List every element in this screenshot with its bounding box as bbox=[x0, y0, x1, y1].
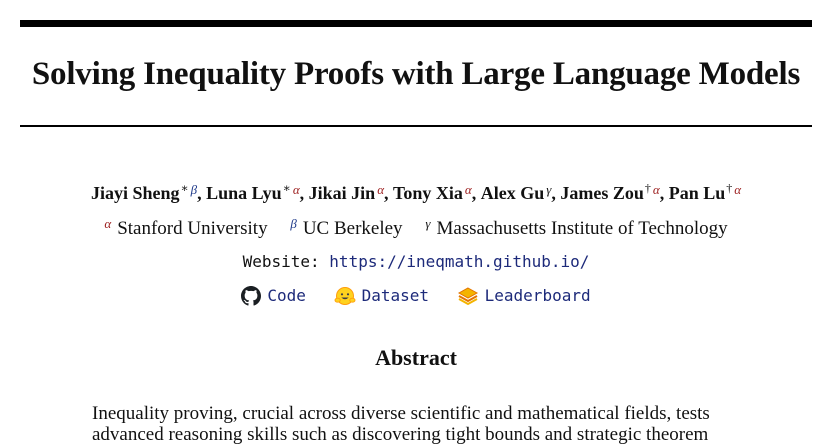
affiliation-mark-alpha: α bbox=[292, 182, 300, 197]
code-link[interactable]: Code bbox=[241, 285, 306, 306]
abstract-heading: Abstract bbox=[375, 345, 457, 370]
affiliation-mark-alpha: α bbox=[464, 182, 472, 197]
website-link[interactable]: https://ineqmath.github.io/ bbox=[329, 252, 590, 271]
author-name: Pan Lu bbox=[668, 183, 726, 203]
author-name: Luna Lyu bbox=[206, 183, 282, 203]
leaderboard-link-label: Leaderboard bbox=[484, 286, 591, 305]
author-name: Jiayi Sheng bbox=[90, 183, 180, 203]
resource-links: Code Dataset Leaderboard bbox=[0, 285, 832, 306]
corresponding-mark: † bbox=[644, 181, 651, 195]
affiliation-mark-beta: β bbox=[190, 182, 198, 197]
affiliation-mark-gamma: γ bbox=[546, 182, 552, 197]
affiliation-name: Stanford University bbox=[117, 218, 268, 239]
equal-contribution-mark: ∗ bbox=[282, 181, 291, 195]
affiliation-mark-alpha: α bbox=[104, 216, 112, 231]
leaderboard-icon bbox=[457, 286, 479, 306]
code-link-label: Code bbox=[267, 286, 306, 305]
affiliation-mark-alpha: α bbox=[377, 182, 385, 197]
affiliation-mark-alpha: α bbox=[734, 182, 742, 197]
abstract-body: Inequality proving, crucial across diver… bbox=[92, 403, 752, 445]
affiliation-name: UC Berkeley bbox=[302, 218, 403, 239]
abstract-line: Inequality proving, crucial across diver… bbox=[92, 403, 710, 424]
affiliation-list: α Stanford University β UC Berkeley γ Massa… bbox=[0, 216, 832, 240]
top-rule bbox=[20, 20, 812, 27]
website-line: Website: https://ineqmath.github.io/ bbox=[0, 252, 832, 271]
leaderboard-link[interactable]: Leaderboard bbox=[457, 286, 591, 306]
title-rule bbox=[20, 125, 812, 127]
corresponding-mark: † bbox=[726, 181, 733, 195]
affiliation-mark-alpha: α bbox=[652, 182, 660, 197]
affiliation-mark-gamma: γ bbox=[425, 216, 431, 231]
abstract-line: advanced reasoning skills such as discov… bbox=[92, 424, 709, 445]
author-list: Jiayi Sheng∗ β, Luna Lyu∗ α, Jikai Jin α, T… bbox=[90, 181, 742, 203]
github-icon bbox=[241, 285, 262, 306]
hugging-face-icon bbox=[334, 286, 356, 306]
author-name: Alex Gu bbox=[480, 183, 545, 203]
author-name: James Zou bbox=[560, 183, 644, 203]
author-name: Jikai Jin bbox=[308, 183, 376, 203]
paper-title: Solving Inequality Proofs with Large Lan… bbox=[31, 56, 801, 92]
affiliation-mark-beta: β bbox=[290, 216, 297, 231]
website-label: Website: bbox=[242, 252, 320, 271]
dataset-link-label: Dataset bbox=[361, 286, 429, 305]
equal-contribution-mark: ∗ bbox=[180, 181, 189, 195]
author-name: Tony Xia bbox=[393, 183, 463, 203]
affiliation-name: Massachusetts Institute of Technology bbox=[436, 218, 728, 239]
dataset-link[interactable]: Dataset bbox=[334, 286, 429, 306]
